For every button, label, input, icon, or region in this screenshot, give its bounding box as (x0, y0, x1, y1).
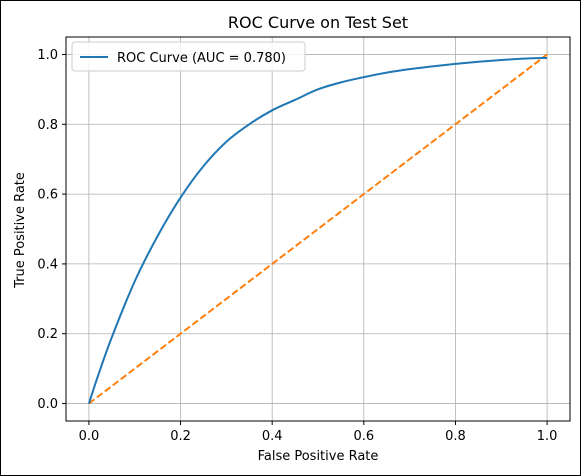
x-tick-label: 0.4 (262, 429, 283, 444)
y-tick-label: 0.8 (37, 118, 58, 133)
chart-title: ROC Curve on Test Set (228, 13, 408, 32)
legend-box (71, 41, 306, 72)
legend: ROC Curve (AUC = 0.780) (71, 41, 306, 72)
x-tick-label: 0.2 (170, 429, 191, 444)
x-axis-label: False Positive Rate (258, 449, 379, 464)
y-tick-label: 0.4 (37, 257, 58, 272)
y-tick-label: 0.6 (37, 188, 58, 203)
x-tick-label: 0.0 (79, 429, 100, 444)
y-axis-label: True Positive Rate (13, 172, 28, 289)
y-tick-label: 0.2 (37, 327, 58, 342)
roc-curve-line (87, 56, 548, 404)
plot-area-border (65, 36, 571, 422)
y-tick-label: 0.0 (37, 397, 58, 412)
y-tick-label: 1.0 (37, 48, 58, 63)
axis-ticks: 0.0 0.2 0.4 0.6 0.8 1.0 0.0 0.2 0.4 0.6 0.8 1.0 (37, 48, 557, 444)
x-tick-label: 1.0 (537, 429, 558, 444)
plot-series (87, 53, 548, 405)
legend-label-roc-curve: ROC Curve (AUC = 0.780) (117, 51, 286, 66)
x-tick-label: 0.8 (445, 429, 466, 444)
chance-diagonal-line (88, 53, 548, 405)
x-tick-label: 0.6 (353, 429, 374, 444)
